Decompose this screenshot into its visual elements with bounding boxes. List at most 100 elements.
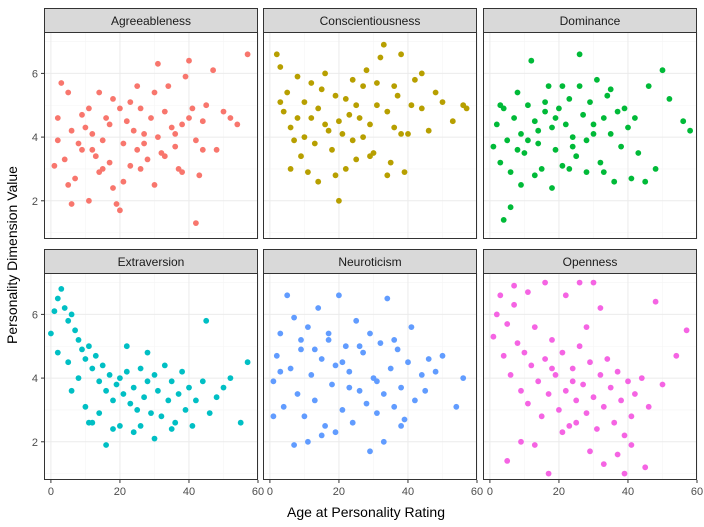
data-point — [576, 83, 583, 89]
data-point — [518, 387, 524, 394]
data-point — [48, 330, 54, 337]
data-point — [611, 419, 618, 426]
data-point — [103, 115, 109, 121]
data-point — [514, 146, 521, 153]
data-point — [500, 352, 507, 359]
data-point — [168, 378, 175, 385]
data-point — [573, 397, 580, 404]
data-point — [186, 115, 192, 121]
data-points — [490, 279, 690, 477]
data-point — [65, 317, 72, 324]
data-point — [432, 89, 439, 96]
data-point — [99, 137, 106, 144]
data-point — [538, 413, 545, 420]
data-point — [504, 137, 511, 144]
data-point — [96, 378, 103, 385]
data-point — [666, 96, 673, 102]
data-point — [531, 442, 538, 448]
data-point — [507, 169, 514, 176]
data-point — [525, 137, 531, 144]
data-point — [213, 146, 220, 153]
data-point — [380, 41, 387, 48]
data-point — [528, 362, 535, 369]
data-point — [587, 448, 593, 455]
data-point — [332, 362, 339, 369]
data-point — [277, 99, 284, 105]
x-tick-label: 40 — [183, 486, 195, 498]
data-point — [134, 146, 141, 153]
data-points — [270, 292, 467, 455]
data-point — [329, 146, 335, 153]
data-point — [165, 83, 172, 89]
data-point — [566, 166, 573, 172]
data-point — [172, 143, 179, 150]
data-point — [287, 124, 294, 131]
data-point — [387, 365, 394, 372]
data-point — [220, 384, 227, 391]
data-point — [308, 115, 315, 121]
data-point — [193, 397, 199, 404]
data-point — [92, 153, 99, 160]
data-point — [504, 321, 511, 327]
data-point — [203, 102, 210, 109]
data-point — [193, 137, 199, 144]
data-point — [127, 99, 134, 105]
data-point — [490, 143, 497, 150]
data-point — [600, 169, 607, 176]
data-point — [576, 279, 583, 286]
data-point — [155, 60, 161, 67]
data-point — [542, 356, 548, 362]
data-point — [86, 343, 92, 350]
data-points — [48, 286, 251, 448]
facet-strip — [483, 8, 697, 33]
data-point — [398, 51, 404, 58]
data-point — [453, 403, 460, 410]
data-point — [182, 407, 189, 413]
y-axis-title: Personality Dimension Value — [4, 166, 20, 344]
data-point — [562, 121, 569, 128]
data-point — [137, 166, 144, 172]
x-tick-label: 40 — [402, 486, 414, 498]
data-points — [273, 41, 470, 204]
data-point — [342, 96, 349, 102]
data-point — [535, 378, 542, 385]
data-point — [277, 64, 284, 70]
data-point — [569, 134, 576, 141]
panel-background — [44, 32, 258, 239]
data-point — [394, 346, 401, 353]
data-point — [356, 343, 363, 350]
data-point — [394, 92, 401, 99]
data-point — [325, 330, 332, 337]
data-point — [99, 362, 106, 369]
facet-strip-label: Conscientiousness — [320, 14, 421, 28]
data-point — [301, 134, 308, 141]
data-point — [493, 311, 500, 318]
data-point — [521, 349, 528, 356]
data-point — [590, 131, 597, 137]
data-point — [298, 337, 304, 343]
facet-strip-label: Agreeableness — [111, 14, 191, 28]
data-point — [604, 92, 611, 99]
data-point — [576, 51, 583, 58]
data-point — [497, 292, 504, 299]
data-point — [628, 413, 635, 420]
data-point — [168, 124, 175, 131]
data-point — [576, 343, 583, 350]
data-point — [618, 143, 624, 150]
data-point — [237, 419, 244, 426]
data-point — [79, 146, 85, 153]
data-point — [531, 118, 538, 125]
data-point — [569, 365, 576, 372]
data-point — [652, 298, 659, 305]
facet-strip — [263, 8, 477, 33]
data-point — [294, 73, 301, 80]
data-point — [374, 80, 380, 86]
x-tick-label: 0 — [48, 486, 54, 498]
data-point — [514, 89, 521, 96]
data-point — [227, 375, 234, 381]
data-point — [113, 201, 120, 207]
data-point — [54, 295, 61, 302]
data-point — [573, 419, 580, 426]
data-point — [549, 185, 555, 191]
